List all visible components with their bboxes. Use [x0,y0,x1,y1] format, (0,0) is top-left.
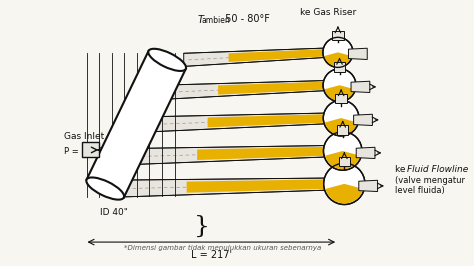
Polygon shape [98,56,174,192]
Polygon shape [351,81,370,93]
Polygon shape [153,113,336,132]
Wedge shape [324,52,352,66]
Text: ke Gas Riser: ke Gas Riser [301,9,356,17]
Bar [332,31,344,40]
Text: 50 - 80°F: 50 - 80°F [222,14,270,24]
Polygon shape [348,48,367,60]
Polygon shape [122,178,338,197]
Polygon shape [137,146,337,164]
Text: ID 40": ID 40" [100,207,128,217]
Polygon shape [197,147,332,160]
Circle shape [323,132,362,170]
Polygon shape [356,147,375,159]
Bar [337,125,348,135]
Polygon shape [87,51,186,198]
Circle shape [323,37,353,67]
Text: L = 217': L = 217' [191,250,232,260]
Polygon shape [354,114,373,126]
Text: (valve mengatur: (valve mengatur [395,176,465,185]
Polygon shape [208,114,331,127]
Text: level fluida): level fluida) [395,186,445,195]
Text: ke: ke [395,165,410,174]
Ellipse shape [148,49,186,71]
Text: Fluid Flowline: Fluid Flowline [407,165,468,174]
Polygon shape [168,80,335,99]
Wedge shape [325,151,360,169]
Text: ambien: ambien [202,16,231,25]
Bar [82,142,100,157]
Polygon shape [187,179,333,193]
Wedge shape [325,184,363,203]
Text: P = 1000 psia: P = 1000 psia [64,147,122,156]
Text: Gas Inlet: Gas Inlet [64,132,104,141]
Text: *Dimensi gambar tidak menujukkan ukuran sebenarnya: *Dimensi gambar tidak menujukkan ukuran … [124,244,321,251]
Text: $T$: $T$ [197,13,206,24]
Bar [339,157,350,166]
Circle shape [323,100,359,136]
Bar [334,62,345,72]
Circle shape [323,69,356,102]
Wedge shape [324,85,355,101]
Polygon shape [218,81,330,95]
Bar [336,94,347,103]
Ellipse shape [86,177,124,200]
Circle shape [324,163,365,205]
Polygon shape [228,49,329,62]
Wedge shape [325,118,357,135]
Text: }: } [194,215,210,238]
Polygon shape [184,48,333,66]
Polygon shape [359,180,378,192]
